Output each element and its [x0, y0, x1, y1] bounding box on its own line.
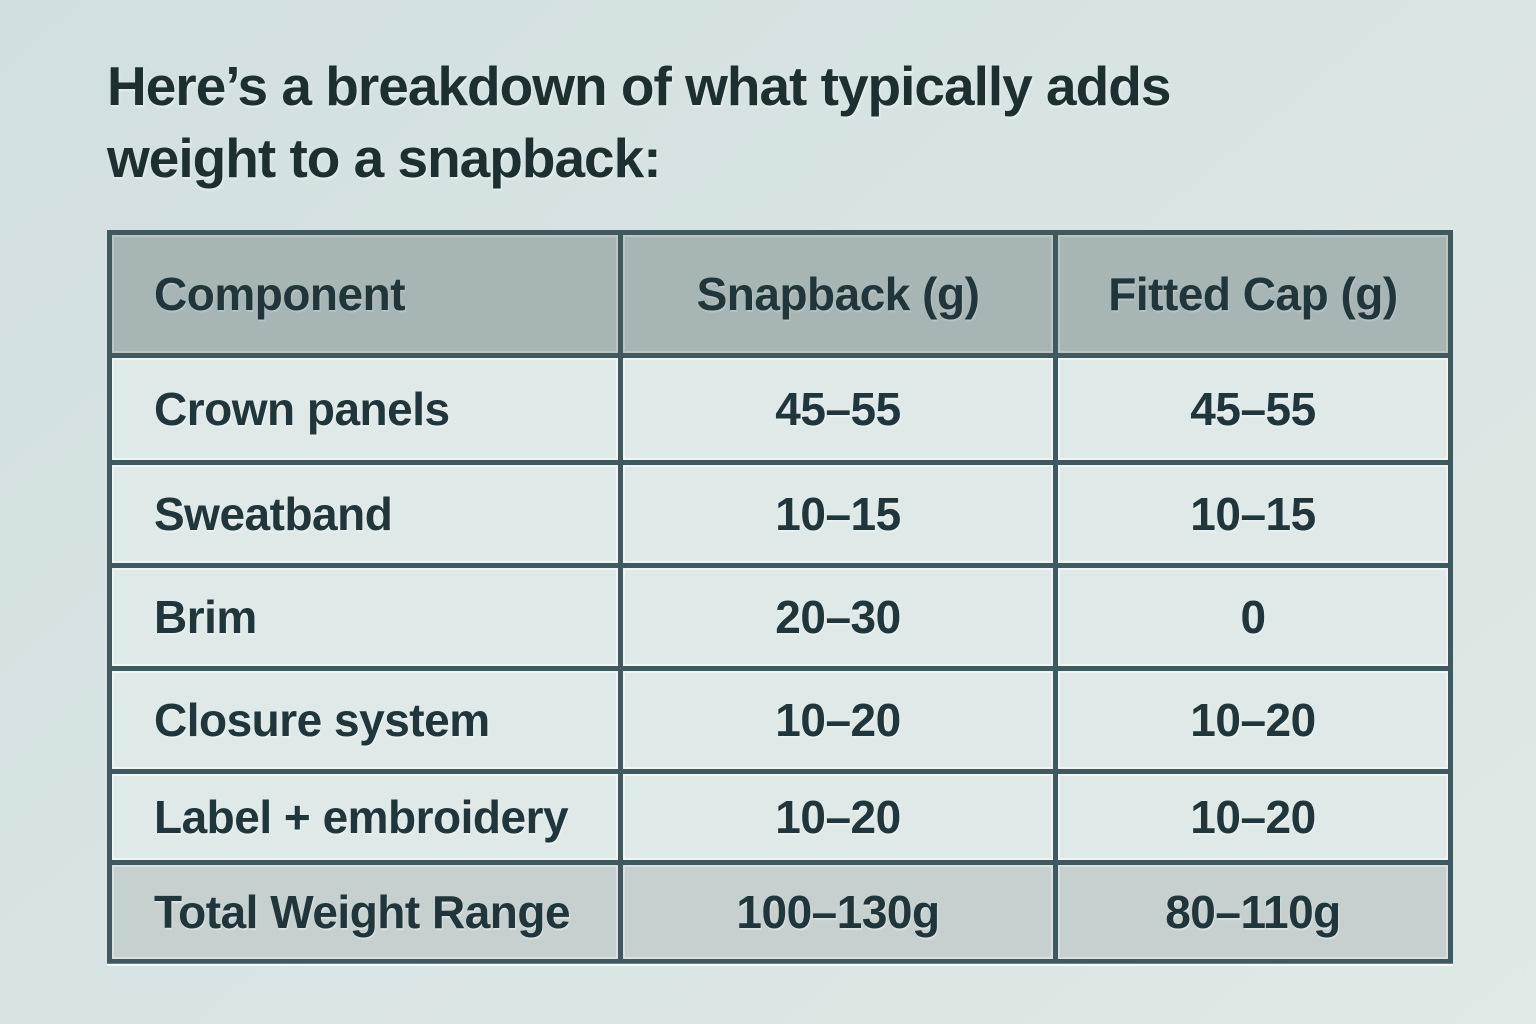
row-label-embroidery-label: Label + embroidery: [112, 774, 618, 860]
row-closure-system-snapback: 10–20: [623, 671, 1053, 769]
page-title-line-1: Here’s a breakdown of what typically add…: [107, 55, 1171, 117]
row-crown-panels-snapback: 45–55: [623, 358, 1053, 460]
row-crown-panels-label: Crown panels: [112, 358, 618, 460]
row-closure-system-label: Closure system: [112, 671, 618, 769]
row-total-weight-label: Total Weight Range: [112, 865, 618, 959]
row-label-embroidery-snapback: 10–20: [623, 774, 1053, 860]
row-brim-label: Brim: [112, 568, 618, 666]
weight-comparison-table: Component Snapback (g) Fitted Cap (g) Cr…: [107, 230, 1453, 964]
header-cell-snapback: Snapback (g): [623, 235, 1053, 353]
row-closure-system-fitted-cap: 10–20: [1058, 671, 1448, 769]
page-title: Here’s a breakdown of what typically add…: [107, 50, 1387, 194]
row-brim-fitted-cap: 0: [1058, 568, 1448, 666]
row-brim-snapback: 20–30: [623, 568, 1053, 666]
header-cell-component: Component: [112, 235, 618, 353]
row-total-weight-snapback: 100–130g: [623, 865, 1053, 959]
row-sweatband-label: Sweatband: [112, 465, 618, 563]
page-title-line-2: weight to a snapback:: [107, 127, 662, 189]
row-total-weight-fitted-cap: 80–110g: [1058, 865, 1448, 959]
row-label-embroidery-fitted-cap: 10–20: [1058, 774, 1448, 860]
row-sweatband-snapback: 10–15: [623, 465, 1053, 563]
row-crown-panels-fitted-cap: 45–55: [1058, 358, 1448, 460]
header-cell-fitted-cap: Fitted Cap (g): [1058, 235, 1448, 353]
row-sweatband-fitted-cap: 10–15: [1058, 465, 1448, 563]
